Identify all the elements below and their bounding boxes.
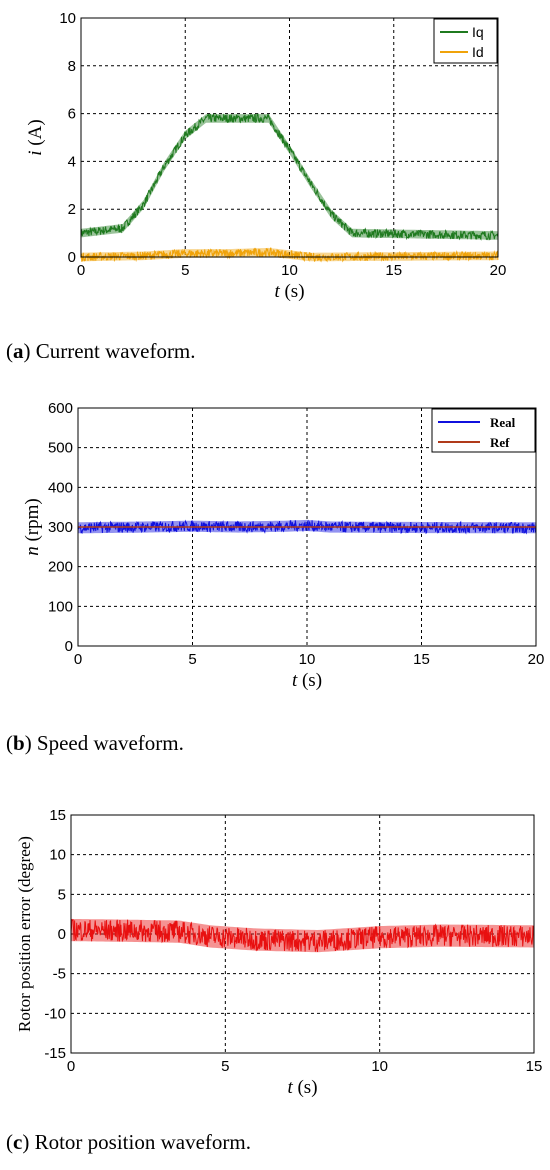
caption-text: ) Current waveform. — [24, 339, 196, 363]
y-tick-label: 2 — [68, 201, 76, 218]
y-tick-label: 15 — [49, 807, 66, 824]
chart-c: 0 5 10 15 -15 -10 -5 0 5 10 15 t (s) Rotor position … — [6, 807, 542, 1154]
y-tick-label: 600 — [48, 400, 73, 417]
x-tick-label: 0 — [77, 262, 85, 279]
series-id — [80, 247, 499, 263]
caption-letter: c — [13, 1130, 22, 1154]
series-band — [81, 247, 498, 262]
legend-box — [431, 408, 536, 453]
legend-entry: Id — [472, 44, 484, 60]
y-tick-label: -10 — [44, 1005, 66, 1022]
x-tick-label: 5 — [188, 651, 196, 668]
x-axis-unit: (s) — [280, 281, 305, 302]
series-band — [71, 918, 534, 953]
x-tick-label: 0 — [67, 1058, 75, 1075]
x-axis-label: t (s) — [287, 1077, 317, 1098]
figure-caption: (b) Speed waveform. — [6, 731, 184, 755]
legend: Real Ref — [431, 408, 536, 453]
series-error — [70, 918, 535, 953]
series-line — [80, 112, 499, 241]
y-tick-label: 10 — [49, 847, 66, 864]
caption-letter: b — [13, 731, 25, 755]
y-axis-label: i (A) — [25, 119, 46, 155]
y-tick-label: 5 — [58, 886, 66, 903]
x-axis-unit: (s) — [297, 670, 322, 691]
x-tick-label: 5 — [181, 262, 189, 279]
y-tick-label: 4 — [68, 153, 76, 170]
y-tick-label: -5 — [53, 966, 66, 983]
y-axis-label: Rotor position error (degree) — [15, 836, 34, 1032]
legend-entry: Iq — [472, 24, 484, 40]
x-axis-var: t — [287, 1077, 293, 1098]
x-axis-var: t — [274, 281, 280, 302]
x-axis-label: t (s) — [274, 281, 304, 302]
x-tick-label: 20 — [490, 262, 507, 279]
figure-caption: (a) Current waveform. — [6, 339, 196, 363]
x-tick-label: 10 — [299, 651, 316, 668]
series-iq — [80, 112, 499, 241]
x-tick-label: 10 — [371, 1058, 388, 1075]
caption-text: ) Rotor position waveform. — [22, 1130, 251, 1154]
y-tick-label: 200 — [48, 559, 73, 576]
x-tick-label: 10 — [281, 262, 298, 279]
caption-open: ( — [6, 731, 13, 755]
series-line — [80, 247, 499, 263]
y-tick-label: 100 — [48, 598, 73, 615]
series-line — [70, 919, 535, 953]
x-tick-label: 0 — [74, 651, 82, 668]
y-tick-label: 10 — [59, 10, 76, 27]
caption-open: ( — [6, 1130, 13, 1154]
y-axis-unit: (rpm) — [22, 498, 43, 546]
x-tick-label: 15 — [526, 1058, 543, 1075]
y-tick-label: 0 — [58, 926, 66, 943]
y-tick-label: 6 — [68, 106, 76, 123]
y-tick-label: 0 — [68, 249, 76, 266]
x-axis-unit: (s) — [293, 1077, 318, 1098]
y-tick-label: 300 — [48, 519, 73, 536]
caption-text: ) Speed waveform. — [25, 731, 184, 755]
plot-frame — [80, 17, 499, 258]
plot-frame — [77, 407, 537, 647]
x-tick-label: 20 — [528, 651, 545, 668]
y-tick-label: 8 — [68, 58, 76, 75]
caption-open: ( — [6, 339, 13, 363]
x-axis-var: t — [292, 670, 298, 691]
series-line — [77, 519, 537, 535]
y-axis-unit: Rotor position error (degree) — [15, 836, 34, 1032]
y-tick-label: 500 — [48, 440, 73, 457]
y-tick-label: 400 — [48, 479, 73, 496]
x-tick-label: 15 — [413, 651, 430, 668]
legend: Iq Id — [433, 18, 498, 64]
x-axis-label: t (s) — [292, 670, 322, 691]
y-axis-var: n — [22, 546, 43, 556]
y-axis-var: i — [25, 150, 46, 155]
x-tick-label: 15 — [385, 262, 402, 279]
y-axis-label: n (rpm) — [22, 498, 43, 556]
y-tick-label: -15 — [44, 1045, 66, 1062]
legend-entry: Ref — [490, 435, 510, 450]
legend-entry: Real — [490, 415, 516, 430]
caption-letter: a — [13, 339, 24, 363]
figure-caption: (c) Rotor position waveform. — [6, 1130, 251, 1154]
plot-frame — [70, 814, 535, 1054]
x-tick-label: 5 — [221, 1058, 229, 1075]
y-tick-label: 0 — [65, 638, 73, 655]
legend-box — [433, 18, 498, 64]
y-axis-unit: (A) — [25, 119, 46, 150]
